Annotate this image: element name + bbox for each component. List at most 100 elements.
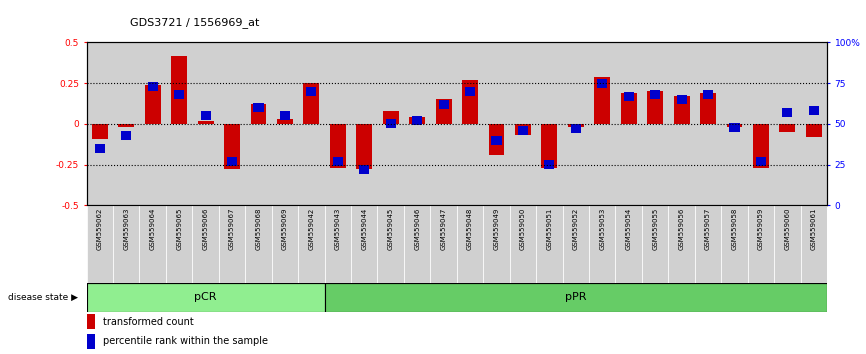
Bar [192,205,219,283]
Bar [224,124,240,170]
Bar [779,124,795,132]
Bar [139,42,166,205]
Bar [598,79,607,88]
Bar [695,42,721,205]
Bar [774,205,800,283]
Bar [545,160,554,169]
Bar [87,42,113,205]
Bar [457,42,483,205]
Text: GSM559046: GSM559046 [414,208,420,250]
Text: pPR: pPR [565,292,586,302]
Bar [307,87,316,96]
Text: pCR: pCR [194,292,216,302]
Text: GSM559050: GSM559050 [520,208,526,250]
Bar [119,124,134,127]
Text: GSM559067: GSM559067 [229,208,235,250]
Bar [219,205,245,283]
Bar [272,42,298,205]
Bar [700,93,716,124]
Bar [515,124,531,135]
Bar [385,119,396,129]
Text: GSM559068: GSM559068 [255,208,262,250]
Bar [642,205,669,283]
Bar [488,124,504,155]
Text: GSM559049: GSM559049 [494,208,500,250]
Bar [510,42,536,205]
Bar [87,283,325,312]
Bar [145,85,161,124]
Bar [436,99,451,124]
Bar [616,205,642,283]
Bar [277,119,293,124]
Bar [113,42,139,205]
Bar [536,205,563,283]
Bar [404,205,430,283]
Bar [483,42,510,205]
Text: GSM559065: GSM559065 [176,208,182,250]
Bar [642,42,669,205]
Bar [510,205,536,283]
Bar [721,42,747,205]
Bar [703,90,713,99]
Bar [536,42,563,205]
Bar [806,124,822,137]
Text: GSM559062: GSM559062 [97,208,103,250]
Bar [330,124,346,168]
Bar [457,205,483,283]
Text: GSM559051: GSM559051 [546,208,553,250]
Text: GSM559059: GSM559059 [758,208,764,250]
Text: GSM559056: GSM559056 [679,208,685,250]
Text: GSM559048: GSM559048 [467,208,473,250]
Bar [650,90,660,99]
Text: GSM559058: GSM559058 [732,208,738,250]
Bar [462,80,478,124]
Bar [378,42,404,205]
Text: GSM559063: GSM559063 [123,208,129,250]
Bar [272,205,298,283]
Bar [756,157,766,166]
Bar [227,157,237,166]
Bar [800,42,827,205]
Text: GSM559042: GSM559042 [308,208,314,250]
Bar [647,91,663,124]
Text: GSM559054: GSM559054 [626,208,631,250]
Text: GSM559044: GSM559044 [361,208,367,250]
Text: GSM559066: GSM559066 [203,208,209,250]
Bar [359,165,369,174]
Bar [192,42,219,205]
Bar [113,205,139,283]
Bar [92,124,107,138]
Bar [303,83,320,124]
Text: percentile rank within the sample: percentile rank within the sample [103,336,268,346]
Bar [87,205,113,283]
Text: GSM559052: GSM559052 [572,208,578,250]
Text: transformed count: transformed count [103,316,194,327]
Bar [351,42,378,205]
Text: GSM559043: GSM559043 [335,208,341,250]
Bar [589,205,616,283]
Bar [94,144,105,153]
Bar [351,205,378,283]
Bar [518,126,528,135]
Bar [695,205,721,283]
Bar [465,87,475,96]
Bar [721,205,747,283]
Bar [174,90,184,99]
Bar [747,205,774,283]
Bar [383,111,398,124]
Text: GSM559061: GSM559061 [811,208,817,250]
Bar [483,205,510,283]
Bar [747,42,774,205]
Bar [139,205,166,283]
Bar [171,56,187,124]
Bar [669,205,695,283]
Bar [594,77,611,124]
Text: GSM559045: GSM559045 [388,208,394,250]
Bar [674,96,689,124]
Bar [250,104,267,124]
Bar [148,82,158,91]
Bar [298,42,325,205]
Bar [541,124,558,168]
Bar [254,103,263,112]
Bar [121,131,132,140]
